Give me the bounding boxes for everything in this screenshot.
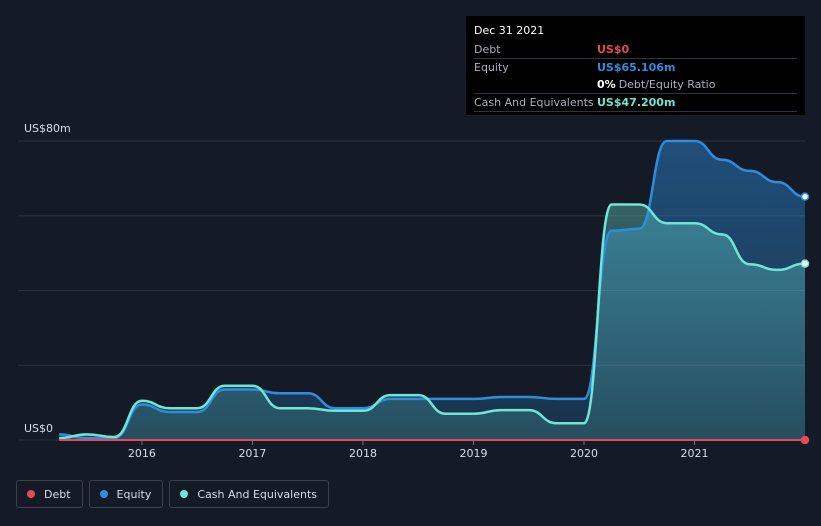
legend: Debt Equity Cash And Equivalents <box>16 480 329 508</box>
tooltip-cash-label: Cash And Equivalents <box>474 96 594 109</box>
series-end-markers <box>800 192 810 445</box>
x-tick-label-2020: 2020 <box>570 447 598 460</box>
legend-cash-label: Cash And Equivalents <box>197 487 317 501</box>
x-tick-label-2016: 2016 <box>128 447 156 460</box>
legend-item-cash[interactable]: Cash And Equivalents <box>169 480 329 508</box>
cash-end-marker <box>800 259 810 268</box>
series-lines <box>59 139 806 442</box>
y-tick-label-top: US$80m <box>24 122 71 135</box>
tooltip-row-debt: Debt US$0 <box>474 41 797 58</box>
tooltip-row-equity: Equity US$65.106m <box>474 58 797 76</box>
cash-line <box>59 203 806 440</box>
legend-cash-dot-icon <box>180 490 189 498</box>
equity-line <box>59 139 806 440</box>
equity-end-marker <box>800 192 810 201</box>
tooltip-debt-value: US$0 <box>597 43 630 56</box>
tooltip-equity-value: US$65.106m <box>597 61 676 74</box>
series-areas <box>59 141 806 440</box>
tooltip-ratio-label: Debt/Equity Ratio <box>618 78 716 91</box>
tooltip-ratio-pct: 0% <box>597 78 616 91</box>
legend-debt-label: Debt <box>44 487 71 501</box>
tooltip-date: Dec 31 2021 <box>474 24 545 37</box>
tooltip-panel: Dec 31 2021 Debt US$0 Equity US$65.106m … <box>466 16 805 115</box>
tooltip-row-cash: Cash And Equivalents US$47.200m <box>474 93 797 112</box>
legend-equity-dot-icon <box>99 490 108 498</box>
x-tick-label-2017: 2017 <box>238 447 266 460</box>
x-tick-label-2018: 2018 <box>349 447 377 460</box>
y-tick-label-bottom: US$0 <box>24 422 53 435</box>
tooltip-equity-label: Equity <box>474 61 509 74</box>
x-tick-label-2021: 2021 <box>680 447 708 460</box>
tooltip-debt-label: Debt <box>474 43 501 56</box>
tooltip-row-ratio: 0% Debt/Equity Ratio <box>474 76 797 93</box>
legend-equity-label: Equity <box>116 487 152 501</box>
legend-debt-dot-icon <box>27 490 35 498</box>
legend-item-debt[interactable]: Debt <box>16 480 83 508</box>
cash-area <box>59 204 806 440</box>
x-tick-label-2019: 2019 <box>459 447 487 460</box>
debt-end-marker <box>800 435 810 445</box>
tooltip-cash-value: US$47.200m <box>597 96 676 109</box>
legend-item-equity[interactable]: Equity <box>88 480 164 508</box>
axes: US$80m US$0 2016 2017 2018 2019 2020 2021 <box>24 122 708 460</box>
